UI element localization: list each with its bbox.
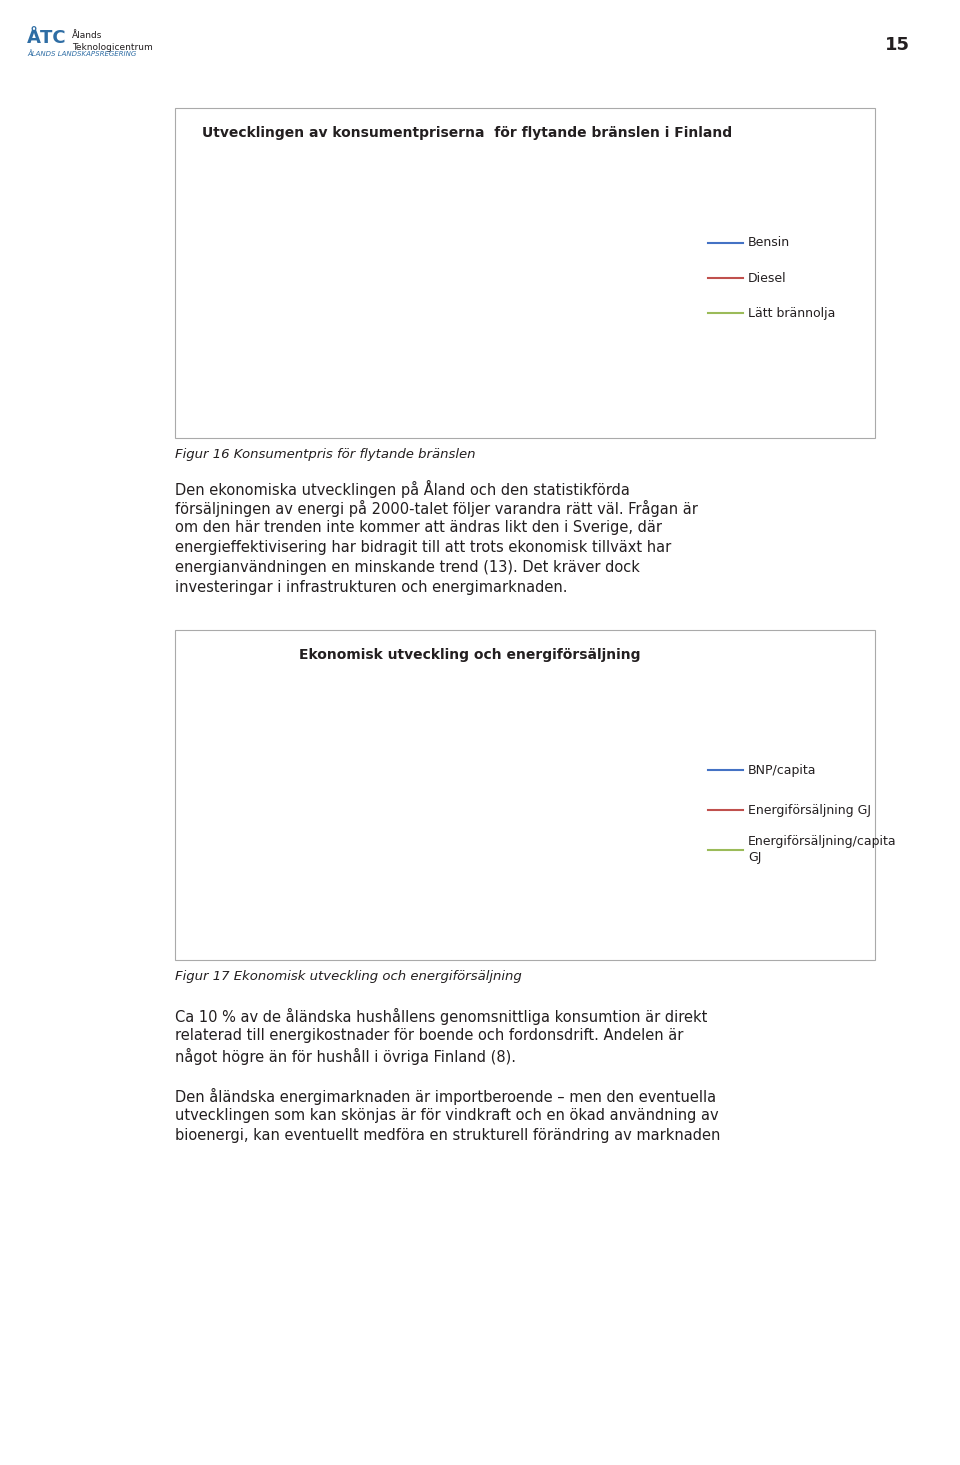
Text: Ålands
Teknologicentrum: Ålands Teknologicentrum	[72, 31, 153, 51]
Text: något högre än för hushåll i övriga Finland (8).: något högre än för hushåll i övriga Finl…	[175, 1047, 516, 1065]
Text: Ekonomisk utveckling och energiförsäljning: Ekonomisk utveckling och energiförsäljni…	[300, 648, 640, 662]
Text: ÅTC: ÅTC	[27, 29, 66, 47]
Text: Ca 10 % av de åländska hushållens genomsnittliga konsumtion är direkt: Ca 10 % av de åländska hushållens genoms…	[175, 1008, 708, 1026]
Text: Figur 17 Ekonomisk utveckling och energiförsäljning: Figur 17 Ekonomisk utveckling och energi…	[175, 970, 521, 983]
Text: Energiförsäljning GJ: Energiförsäljning GJ	[748, 803, 871, 816]
Text: energianvändningen en minskande trend (13). Det kräver dock: energianvändningen en minskande trend (1…	[175, 560, 640, 574]
Text: BNP/capita: BNP/capita	[748, 763, 817, 776]
Text: Den åländska energimarknaden är importberoende – men den eventuella: Den åländska energimarknaden är importbe…	[175, 1088, 716, 1105]
Text: Energiförsäljning/capita
GJ: Energiförsäljning/capita GJ	[748, 835, 897, 864]
Text: 15: 15	[885, 35, 910, 54]
Text: energieffektivisering har bidragit till att trots ekonomisk tillväxt har: energieffektivisering har bidragit till …	[175, 541, 671, 555]
Text: Den ekonomiska utvecklingen på Åland och den statistikförda: Den ekonomiska utvecklingen på Åland och…	[175, 481, 630, 498]
Text: investeringar i infrastrukturen och energimarknaden.: investeringar i infrastrukturen och ener…	[175, 580, 567, 595]
Text: om den här trenden inte kommer att ändras likt den i Sverige, där: om den här trenden inte kommer att ändra…	[175, 520, 662, 535]
Text: Bensin: Bensin	[748, 236, 790, 249]
Text: försäljningen av energi på 2000-talet följer varandra rätt väl. Frågan är: försäljningen av energi på 2000-talet fö…	[175, 500, 698, 517]
Text: Lätt brännolja: Lätt brännolja	[748, 306, 835, 319]
Text: Utvecklingen av konsumentpriserna  för flytande bränslen i Finland: Utvecklingen av konsumentpriserna för fl…	[203, 126, 732, 141]
Text: relaterad till energikostnader för boende och fordonsdrift. Andelen är: relaterad till energikostnader för boend…	[175, 1028, 684, 1043]
Text: ÅLANDS LANDSKAPSREGERING: ÅLANDS LANDSKAPSREGERING	[27, 50, 136, 57]
Y-axis label: Index år 2000=1: Index år 2000=1	[192, 732, 204, 838]
Y-axis label: cent/l: cent/l	[191, 245, 204, 281]
Text: utvecklingen som kan skönjas är för vindkraft och en ökad användning av: utvecklingen som kan skönjas är för vind…	[175, 1108, 719, 1124]
Text: Diesel: Diesel	[748, 271, 786, 284]
Text: Figur 16 Konsumentpris för flytande bränslen: Figur 16 Konsumentpris för flytande brän…	[175, 448, 475, 461]
Text: bioenergi, kan eventuellt medföra en strukturell förändring av marknaden: bioenergi, kan eventuellt medföra en str…	[175, 1128, 720, 1143]
